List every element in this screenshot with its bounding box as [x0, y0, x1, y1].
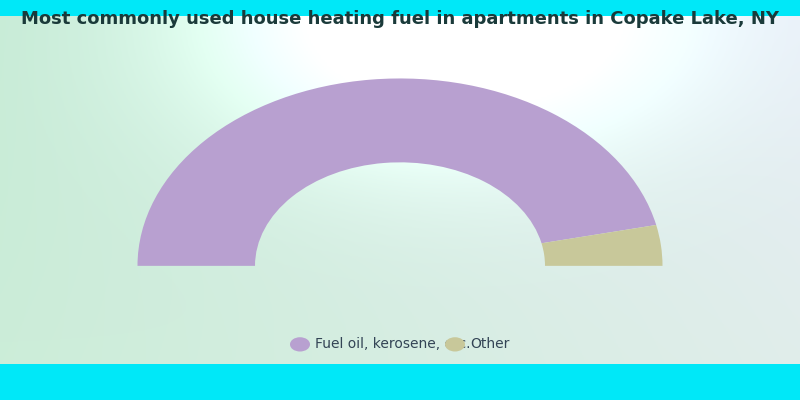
Text: Other: Other	[470, 337, 510, 351]
Circle shape	[290, 337, 310, 352]
Wedge shape	[138, 78, 656, 266]
Circle shape	[445, 337, 465, 352]
Wedge shape	[542, 225, 662, 266]
Text: Fuel oil, kerosene, etc.: Fuel oil, kerosene, etc.	[315, 337, 470, 351]
Text: Most commonly used house heating fuel in apartments in Copake Lake, NY: Most commonly used house heating fuel in…	[21, 10, 779, 28]
